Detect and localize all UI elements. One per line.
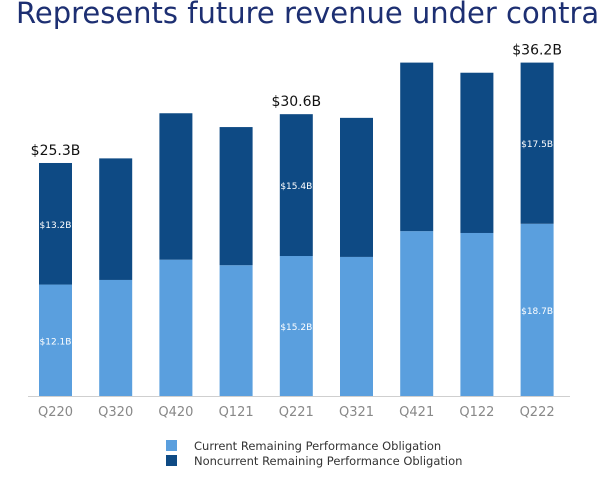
x-tick-label: Q320 xyxy=(98,405,133,420)
bar-noncurrent xyxy=(340,117,373,257)
bar-noncurrent xyxy=(219,127,253,266)
bar-noncurrent xyxy=(400,62,434,232)
bar-noncurrent xyxy=(520,62,554,224)
bar-noncurrent xyxy=(39,162,72,285)
bar-current xyxy=(99,279,133,396)
legend-swatch-noncurrent xyxy=(166,455,177,466)
x-tick-label: Q121 xyxy=(219,405,254,420)
bar-current xyxy=(520,223,554,396)
bar-current xyxy=(219,265,253,396)
legend-label: Current Remaining Performance Obligation xyxy=(194,438,442,453)
data-label-noncurrent: $13.2B xyxy=(40,221,72,231)
x-tick-label: Q420 xyxy=(158,405,193,420)
x-tick-label: Q222 xyxy=(520,405,555,420)
legend-item-noncurrent: Noncurrent Remaining Performance Obligat… xyxy=(166,453,462,468)
data-label-current: $15.2B xyxy=(280,323,312,333)
x-tick-label: Q122 xyxy=(459,405,494,420)
total-label: $25.3B xyxy=(31,143,81,159)
bar-noncurrent xyxy=(159,113,193,260)
bar-current xyxy=(460,232,494,396)
total-label: $36.2B xyxy=(512,43,562,59)
bar-noncurrent xyxy=(99,158,133,280)
legend-swatch-current xyxy=(166,440,177,451)
stacked-bar-chart: Q220 $12.1B $13.2B $25.3B Q320 Q420 Q121 Q221 $1… xyxy=(28,43,570,420)
bar-current xyxy=(159,259,193,396)
bar-noncurrent xyxy=(460,72,494,233)
bar-current xyxy=(400,231,434,396)
legend-label: Noncurrent Remaining Performance Obligat… xyxy=(194,453,463,468)
legend: Current Remaining Performance Obligation… xyxy=(166,438,462,468)
data-label-current: $18.7B xyxy=(521,307,553,317)
bar-current xyxy=(279,256,313,396)
data-label-noncurrent: $15.4B xyxy=(280,182,312,192)
x-tick-label: Q321 xyxy=(339,405,374,420)
bar-current xyxy=(340,256,373,396)
x-tick-label: Q220 xyxy=(38,405,73,420)
x-tick-label: Q421 xyxy=(399,405,434,420)
legend-item-current: Current Remaining Performance Obligation xyxy=(166,438,462,453)
data-label-noncurrent: $17.5B xyxy=(521,140,553,150)
data-label-current: $12.1B xyxy=(40,337,72,347)
total-label: $30.6B xyxy=(271,94,321,110)
bar-noncurrent xyxy=(279,114,313,257)
bar-current xyxy=(39,284,72,396)
chart-title: Represents future revenue under contract xyxy=(16,0,600,30)
x-tick-label: Q221 xyxy=(279,405,314,420)
